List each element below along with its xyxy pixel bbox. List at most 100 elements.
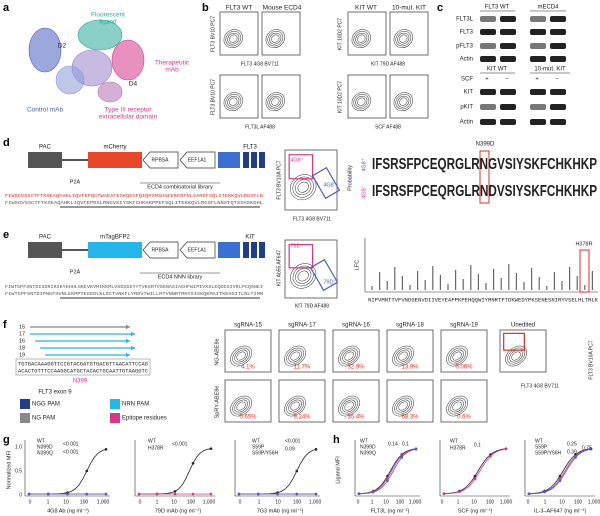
label: FLT3 4G8 BV711 xyxy=(293,216,331,222)
contour xyxy=(344,351,354,361)
label: 100 xyxy=(187,499,196,505)
flow-plot xyxy=(347,11,387,56)
label: 4G8⁻ xyxy=(323,182,336,188)
point xyxy=(589,447,593,451)
contour xyxy=(397,32,410,45)
label: NGG PAM xyxy=(32,402,60,408)
label: N399Q xyxy=(37,450,53,456)
label: sgRNA-15 xyxy=(234,323,262,329)
label: − xyxy=(505,77,509,83)
protein-blob xyxy=(55,65,85,95)
point xyxy=(371,490,375,494)
blot-band xyxy=(550,119,566,125)
label: 1,000 xyxy=(203,499,216,505)
label: 10 xyxy=(171,499,177,505)
blot-band xyxy=(530,89,546,95)
label: 0.09 xyxy=(285,446,295,452)
label: WT xyxy=(37,438,45,444)
domain xyxy=(243,242,249,258)
label: 0.25 xyxy=(567,441,577,447)
label: WT xyxy=(148,438,156,444)
point xyxy=(137,492,141,496)
contour xyxy=(229,34,238,43)
blot-band xyxy=(500,29,516,35)
label: 0.65% xyxy=(239,415,257,421)
contour xyxy=(397,95,410,108)
label: FLT3 WT xyxy=(485,5,510,11)
flow-plot xyxy=(261,74,301,119)
label: Type III receptor xyxy=(105,107,153,114)
label: SCF (ng ml⁻¹) xyxy=(458,508,493,514)
contour xyxy=(236,351,246,361)
contour xyxy=(355,95,368,108)
gate xyxy=(288,244,314,269)
label: Epitope residues xyxy=(122,416,167,422)
label: 10 xyxy=(383,499,389,505)
contour xyxy=(351,29,371,49)
contour xyxy=(448,397,466,415)
label: mECD4 xyxy=(537,5,559,11)
label: KIT Ab55 AF647 xyxy=(276,250,282,287)
label: FLT3 4G8 BV711 xyxy=(241,61,279,67)
label: KIT WT xyxy=(487,67,508,73)
contour xyxy=(355,32,368,45)
contour xyxy=(396,349,410,363)
flow-plot xyxy=(440,329,488,373)
label: Control mAb xyxy=(27,107,64,114)
point xyxy=(414,447,418,451)
label: ACACTGTTTCCAAGGCATGCTACACTGCAATTGTAAGGTC xyxy=(18,368,148,374)
contour xyxy=(338,345,360,367)
label: 10 xyxy=(275,499,281,505)
point xyxy=(85,492,89,496)
label: WT xyxy=(252,438,260,444)
label: 13.9% xyxy=(401,365,419,371)
contour xyxy=(227,32,240,45)
contour xyxy=(232,397,250,415)
label: sgRNA-17 xyxy=(288,323,316,329)
sequence-box xyxy=(15,358,151,376)
label: FIWSGVSSCTFTKSEAQAHKLIQVFEPQGTWAEAFESKQE… xyxy=(5,193,263,199)
label: FLT3 BV10 PC7 xyxy=(210,79,216,115)
contour xyxy=(398,401,408,411)
contour xyxy=(271,97,280,106)
label: IL-3–AF647 (ng ml⁻¹) xyxy=(534,508,586,514)
legend-swatch xyxy=(110,413,120,423)
promoter xyxy=(179,241,216,259)
label: pKIT xyxy=(460,105,473,111)
contour xyxy=(284,395,306,417)
gate xyxy=(288,154,314,180)
blot-band xyxy=(500,89,516,95)
label: 16 xyxy=(19,338,25,344)
domain xyxy=(251,152,257,168)
blot-band xyxy=(480,56,496,62)
label: 1,000 xyxy=(588,499,600,505)
contour xyxy=(290,351,300,361)
arrow-head xyxy=(131,345,135,351)
blot-band xyxy=(480,16,496,22)
legend-swatch xyxy=(20,413,30,423)
contour xyxy=(223,92,243,112)
panel-letter: c xyxy=(437,2,443,14)
contour xyxy=(267,31,284,47)
blot-band xyxy=(550,43,566,49)
protein-blob xyxy=(77,19,123,51)
ecd xyxy=(218,152,240,168)
contour xyxy=(396,399,410,413)
label: FLT3 BV10A PC7 xyxy=(588,340,594,379)
contour xyxy=(223,29,243,49)
contour xyxy=(395,94,412,110)
label: KIT 79D AF488 xyxy=(371,61,405,67)
highlight xyxy=(479,150,490,204)
contour xyxy=(225,94,242,110)
label: P2A xyxy=(70,269,81,275)
blot-band xyxy=(480,43,496,49)
label: RPBSA xyxy=(152,247,170,253)
label: 0.39 xyxy=(567,449,577,455)
label: 79D⁻ xyxy=(324,279,337,285)
label: 1 xyxy=(258,499,261,505)
label: Unedited xyxy=(511,323,535,329)
contour xyxy=(393,92,413,112)
blot-band xyxy=(500,104,516,110)
protein-blob xyxy=(28,27,62,73)
